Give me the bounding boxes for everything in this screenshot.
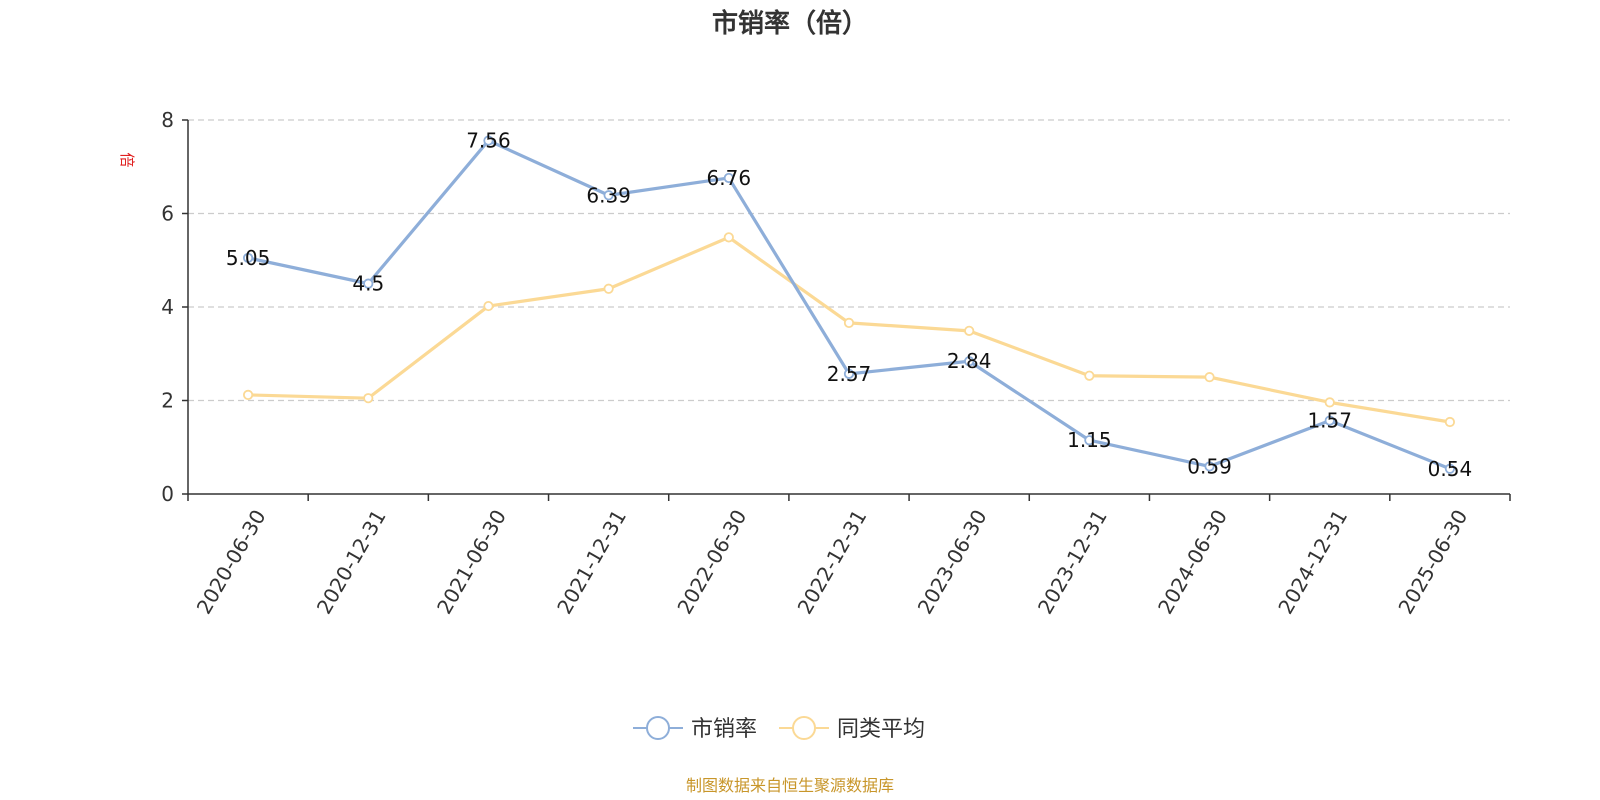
y-axis-label: 倍 (118, 152, 136, 167)
data-point (363, 278, 374, 289)
data-point (1084, 435, 1095, 446)
x-tick-label: 2020-06-30 (192, 506, 271, 619)
x-tick-label: 2025-06-30 (1393, 506, 1472, 619)
data-point (1324, 397, 1335, 408)
data-point (603, 283, 614, 294)
data-point (242, 252, 254, 264)
data-point (843, 368, 855, 379)
x-tick-label: 2020-12-31 (312, 506, 391, 619)
series-line (246, 138, 1452, 471)
legend-marker (646, 716, 670, 740)
grid-lines (188, 119, 1510, 402)
data-point (1084, 370, 1095, 381)
legend: 市销率 同类平均 (633, 716, 925, 742)
data-label: 6.76 (707, 166, 752, 190)
data-point (363, 393, 374, 404)
y-tick-label: 8 (161, 108, 174, 132)
legend-label: 同类平均 (837, 717, 925, 742)
data-point (603, 190, 614, 201)
chart-title: 市销率（倍） (712, 8, 868, 39)
x-tick-label: 2023-12-31 (1033, 506, 1112, 619)
data-label: 1.15 (1067, 428, 1112, 452)
legend-item: 同类平均 (779, 716, 925, 742)
data-label: 2.57 (827, 362, 872, 386)
series-group (242, 135, 1456, 474)
data-point (483, 300, 494, 312)
data-label: 1.57 (1307, 409, 1352, 433)
data-label: 2.84 (947, 349, 992, 373)
data-point (1444, 416, 1456, 428)
y-tick-label: 4 (161, 295, 174, 319)
series-line (246, 235, 1452, 424)
x-tick-label: 2024-12-31 (1273, 506, 1352, 619)
x-tick-label: 2022-06-30 (672, 506, 751, 619)
data-label: 0.54 (1428, 457, 1473, 481)
data-label: 4.5 (352, 272, 384, 296)
legend-label: 市销率 (691, 717, 757, 742)
x-tick-label: 2021-06-30 (432, 506, 511, 619)
legend-item: 市销率 (633, 716, 757, 742)
legend-marker (792, 716, 816, 740)
data-point (1444, 463, 1456, 474)
data-label: 6.39 (586, 183, 631, 207)
data-point (1324, 415, 1335, 426)
data-label: 0.59 (1187, 454, 1232, 478)
data-label: 7.56 (466, 129, 511, 153)
data-point (1204, 461, 1215, 472)
data-point (242, 389, 254, 400)
y-tick-label: 0 (161, 482, 174, 506)
data-point (723, 172, 734, 184)
data-labels: 5.05 4.5 7.56 6.39 6.76 2.57 2.84 1.15 0.59 1.57 0… (226, 129, 1472, 481)
data-label: 5.05 (226, 246, 271, 270)
source-note: 制图数据来自恒生聚源数据库 (686, 776, 894, 795)
y-tick-label: 6 (161, 202, 174, 226)
x-tick-label: 2021-12-31 (552, 506, 631, 619)
data-point (1204, 372, 1215, 383)
data-point (723, 232, 734, 243)
x-tick-label: 2023-06-30 (913, 506, 992, 619)
x-tick-label: 2024-06-30 (1153, 506, 1232, 619)
x-tick-label: 2022-12-31 (793, 506, 872, 619)
data-point (964, 356, 975, 367)
y-tick-label: 2 (161, 389, 174, 413)
data-point (843, 317, 855, 328)
data-point (964, 325, 975, 336)
data-point (483, 135, 494, 146)
